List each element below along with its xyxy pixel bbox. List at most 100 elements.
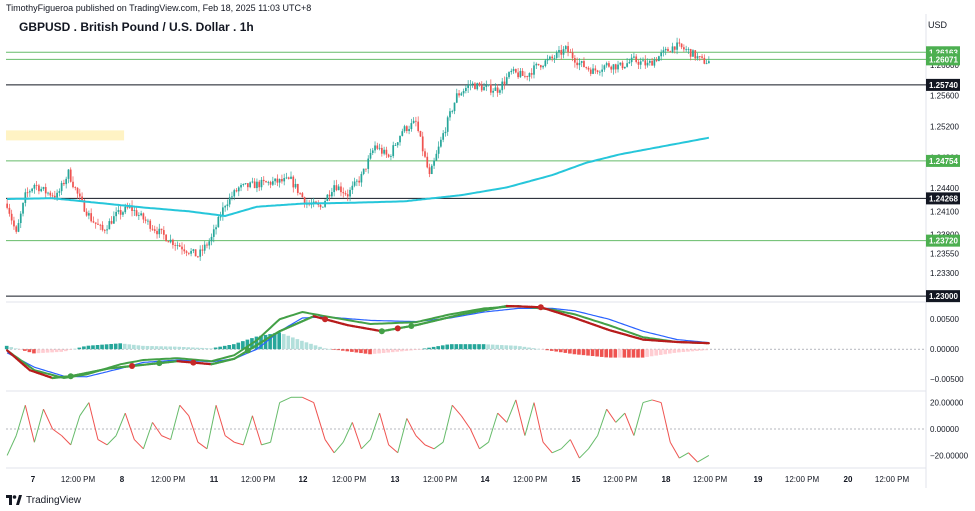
oscillator-segment (415, 435, 426, 446)
oscillator-segment (106, 435, 117, 446)
macd-panel (4, 304, 924, 380)
candle-body (455, 93, 458, 103)
candle-body (292, 176, 295, 188)
oscillator-segment (688, 452, 698, 463)
candle-body (267, 181, 270, 183)
oscillator-segment (506, 399, 517, 423)
candle-body (167, 241, 170, 243)
candle-body (94, 222, 97, 224)
level-price-tag (926, 154, 960, 167)
macd-histogram-bar (422, 348, 427, 350)
currency-label[interactable]: USD (928, 20, 948, 30)
oscillator-segment (579, 448, 589, 459)
macd-histogram-bar (445, 344, 450, 350)
macd-histogram-bar (336, 349, 341, 351)
candle-body (678, 42, 681, 44)
candle-body (460, 93, 463, 96)
candle-body (405, 126, 408, 132)
macd-histogram-bar (141, 345, 145, 350)
oscillator-segment (251, 415, 262, 446)
macd-histogram-bar (272, 333, 277, 350)
candle-body (351, 185, 354, 190)
tradingview-logo[interactable]: TradingView (6, 493, 81, 507)
time-axis-tick: 14 (481, 475, 490, 484)
macd-histogram-bar (513, 345, 518, 350)
candle-body (671, 46, 674, 53)
oscillator-segment (302, 396, 314, 404)
oscillator-segment (324, 439, 335, 454)
candle-body (137, 215, 140, 217)
oscillator-segment (161, 435, 171, 441)
macd-histogram-bar (695, 349, 699, 351)
macd-cross-marker (67, 373, 74, 380)
price-axis-tick: 1.23550 (930, 250, 959, 259)
candle-body (451, 111, 454, 112)
candle-body (269, 181, 272, 185)
candle-body (192, 249, 195, 251)
candle-body (83, 200, 86, 212)
macd-histogram-bar (540, 349, 545, 350)
macd-histogram-bar (568, 349, 572, 354)
macd-fast-line (6, 304, 709, 380)
candle-body (260, 179, 263, 188)
macd-histogram-bar (172, 346, 177, 350)
candle-body (526, 76, 529, 77)
macd-histogram-bar (409, 349, 413, 351)
macd-histogram-bar (536, 348, 540, 350)
oscillator-segment (342, 422, 353, 443)
candle-body (598, 71, 601, 73)
level-price-label: 1.23000 (929, 292, 958, 301)
candle-body (358, 180, 360, 183)
level-price-label: 1.26163 (929, 48, 958, 57)
candle-body (283, 178, 286, 182)
macd-histogram-bar (413, 349, 418, 351)
macd-histogram-bar (672, 349, 677, 353)
candle-body (610, 66, 613, 70)
candle-body (446, 117, 449, 132)
candle-body (190, 250, 192, 254)
oscillator-segment (152, 422, 162, 436)
oscillator-segment (179, 404, 190, 417)
oscillator-segment (497, 412, 508, 423)
candle-body (160, 228, 163, 231)
candle-body (544, 60, 547, 67)
candle-body (426, 156, 429, 168)
candle-body (31, 188, 33, 192)
candle-body (442, 133, 445, 140)
oscillator-segment (406, 418, 417, 436)
macd-histogram-bar (82, 346, 86, 350)
macd-histogram-bar (381, 349, 386, 353)
macd-histogram-bar (59, 349, 64, 352)
macd-histogram-bar (499, 345, 504, 350)
price-axis-tick: 1.23300 (930, 269, 959, 278)
candle-body (708, 61, 710, 64)
candle-body (215, 227, 217, 230)
candle-body (103, 230, 106, 231)
horizontal-levels[interactable] (6, 51, 926, 297)
candle-body (206, 244, 208, 246)
candle-body (585, 67, 588, 68)
candle-body (485, 85, 488, 87)
candle-body (78, 193, 81, 197)
macd-histogram-bar (490, 344, 495, 350)
time-axis-tick: 12:00 PM (423, 475, 458, 484)
macd-histogram-bar (386, 349, 391, 353)
oscillator-segment (279, 396, 292, 404)
candle-body (499, 90, 501, 93)
candle-body (51, 195, 54, 197)
candle-body (28, 191, 31, 193)
macd-histogram-bar (404, 349, 409, 351)
candle-body (58, 191, 61, 193)
macd-histogram-bar (663, 349, 668, 355)
chart-background (6, 14, 927, 488)
oscillator-segment (206, 405, 217, 449)
candle-body (74, 187, 77, 188)
macd-histogram-bar (295, 339, 300, 350)
candle-body (617, 64, 619, 70)
macd-histogram-bar (113, 343, 118, 350)
oscillator-segment (215, 405, 226, 436)
candle-body (133, 210, 136, 212)
macd-histogram-bar (281, 334, 286, 350)
candle-body (197, 256, 199, 258)
